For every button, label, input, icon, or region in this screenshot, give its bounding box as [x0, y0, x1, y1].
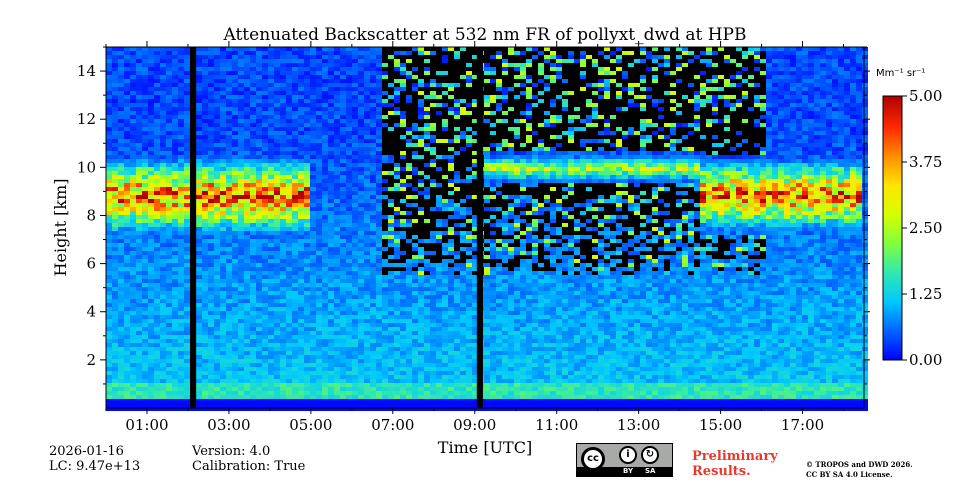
version-label: Version: 4.0 — [192, 444, 271, 459]
cc-icon: cc — [581, 447, 605, 471]
measurement-date: 2026-01-16 — [49, 444, 124, 459]
x-tick-label: 17:00 — [781, 416, 824, 434]
footer-version: Version: 4.0 Calibration: True — [192, 444, 305, 474]
x-axis-label: Time [UTC] — [438, 438, 532, 457]
x-tick-label: 03:00 — [207, 416, 250, 434]
sa-share-icon: ↻ — [641, 446, 659, 464]
y-axis: 2 4 6 8 10 12 14 Height [km] — [51, 46, 870, 385]
x-tick-label: 13:00 — [617, 416, 660, 434]
colorbar-tick-label: 1.25 — [909, 285, 942, 303]
no-data-gap — [476, 47, 483, 408]
x-tick-label: 15:00 — [699, 416, 742, 434]
chart-title: Attenuated Backscatter at 532 nm FR of p… — [223, 25, 747, 45]
heatmap-area — [106, 47, 868, 411]
y-tick-label: 10 — [77, 158, 96, 176]
preliminary-note: Preliminary Results. — [692, 449, 778, 479]
y-tick-label: 4 — [86, 303, 96, 321]
colorbar-tick-label: 5.00 — [909, 87, 942, 105]
lidar-constant: LC: 9.47e+13 — [49, 459, 141, 474]
colorbar: 0.00 1.25 2.50 3.75 5.00 Mm⁻¹ sr⁻¹ — [876, 68, 942, 369]
calibration-label: Calibration: True — [192, 459, 306, 474]
y-tick-label: 2 — [86, 351, 96, 369]
x-tick-label: 01:00 — [125, 416, 168, 434]
colorbar-gradient — [882, 95, 903, 361]
colorbar-tick-label: 2.50 — [909, 219, 942, 237]
no-data-gap — [189, 47, 197, 408]
y-axis-label: Height [km] — [51, 179, 70, 277]
colorbar-tick-label: 0.00 — [909, 351, 942, 369]
x-tick-label: 05:00 — [289, 416, 332, 434]
footer-left: 2026-01-16 LC: 9.47e+13 — [49, 444, 140, 474]
cc-license-badge: cc i ↻ BY SA — [576, 443, 673, 477]
colorbar-unit-label: Mm⁻¹ sr⁻¹ — [876, 68, 925, 79]
x-tick-label: 11:00 — [535, 416, 578, 434]
y-tick-label: 12 — [77, 110, 96, 128]
x-tick-label: 09:00 — [453, 416, 496, 434]
x-tick-label: 07:00 — [371, 416, 414, 434]
sa-label: SA — [645, 467, 656, 475]
y-tick-label: 8 — [86, 206, 96, 224]
y-tick-label: 14 — [77, 62, 96, 80]
colorbar-tick-label: 3.75 — [909, 153, 942, 171]
y-tick-label: 6 — [86, 255, 96, 273]
copyright-note: © TROPOS and DWD 2026. CC BY SA 4.0 Lice… — [806, 460, 913, 479]
by-person-icon: i — [619, 446, 637, 464]
by-label: BY — [623, 467, 634, 475]
x-axis: 01:00 03:00 05:00 07:00 09:00 11:00 13:00 15:00… — [105, 41, 845, 457]
